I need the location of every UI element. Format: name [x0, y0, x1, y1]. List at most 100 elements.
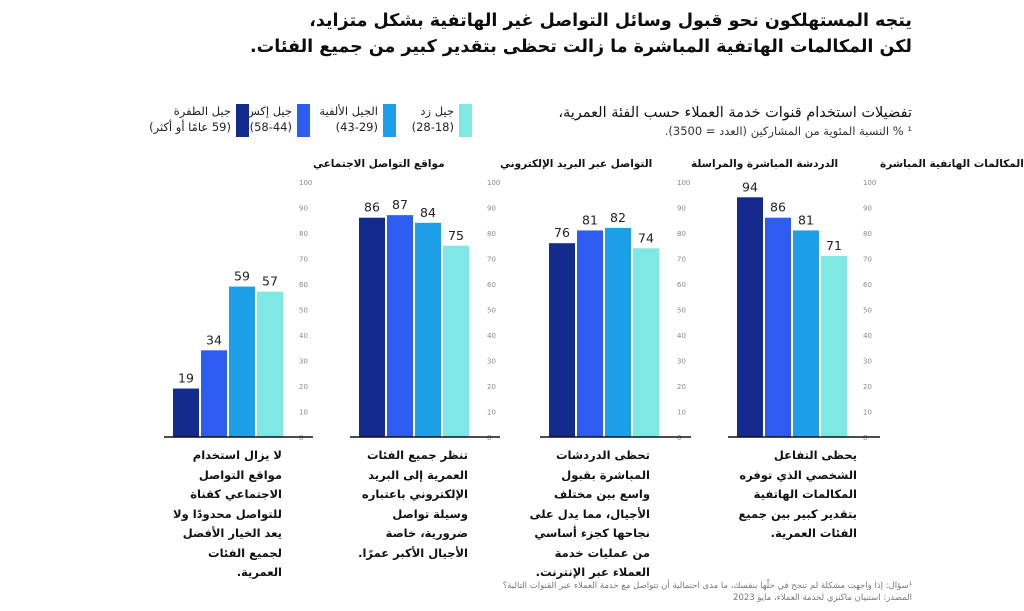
bar-value-label: 86: [364, 200, 380, 215]
bar: [257, 291, 283, 437]
y-tick-label: 60: [863, 281, 872, 289]
y-tick-label: 40: [299, 332, 308, 340]
y-tick-label: 30: [677, 358, 686, 366]
y-tick-label: 100: [299, 179, 312, 187]
y-tick-label: 10: [487, 409, 496, 417]
subtitle-title: تفضيلات استخدام قنوات خدمة العملاء حسب ا…: [558, 105, 912, 121]
bar-value-label: 71: [826, 238, 842, 253]
bar-value-label: 81: [798, 212, 814, 227]
y-tick-label: 70: [299, 256, 308, 264]
bar: [821, 255, 847, 437]
legend-label: جيل زد: [420, 104, 454, 118]
footnotes: ¹سؤال: إذا واجهت مشكلة لم تنجح في حلّها …: [312, 580, 912, 604]
legend-range: (43-29): [335, 120, 378, 134]
y-tick-label: 60: [299, 281, 308, 289]
bar: [387, 215, 413, 437]
bar-value-label: 81: [582, 212, 598, 227]
bar: [737, 197, 763, 437]
footnote-source: المصدر: استبيان ماكنزي لخدمة العملاء، ما…: [733, 593, 912, 603]
y-tick-label: 30: [863, 358, 872, 366]
y-tick-label: 30: [299, 358, 308, 366]
y-tick-label: 40: [487, 332, 496, 340]
y-tick-label: 20: [677, 383, 686, 391]
y-tick-label: 20: [299, 383, 308, 391]
footnote-question: ¹سؤال: إذا واجهت مشكلة لم تنجح في حلّها …: [502, 581, 912, 591]
bar: [359, 217, 385, 437]
y-tick-label: 80: [863, 230, 872, 238]
y-tick-label: 100: [487, 179, 500, 187]
y-tick-label: 100: [863, 179, 876, 187]
legend-label: جيل الطفرة: [173, 104, 231, 118]
bar: [633, 248, 659, 437]
legend-swatch: [236, 104, 249, 137]
bar-value-label: 74: [638, 230, 654, 245]
y-tick-label: 80: [677, 230, 686, 238]
y-tick-label: 0: [487, 434, 491, 442]
legend-label: جيل إكس: [245, 104, 292, 118]
y-tick-label: 10: [863, 409, 872, 417]
bar: [605, 227, 631, 437]
bar: [173, 388, 199, 437]
chart-panel: المكالمات الهاتفية المباشرة 0 10 20 30 40 50 60…: [728, 158, 1024, 442]
y-tick-label: 0: [677, 434, 681, 442]
bar: [201, 350, 227, 437]
y-tick-label: 0: [863, 434, 867, 442]
bar: [443, 245, 469, 437]
chart-panel: مواقع التواصل الاجتماعي 0 10 20 30 40 50 60 70 80…: [164, 158, 445, 442]
legend-swatch: [383, 104, 396, 137]
chart-panel: التواصل عبر البريد الإلكتروني 0 10 20 30 40 50…: [350, 158, 652, 442]
chart-subtitle: تفضيلات استخدام قنوات خدمة العملاء حسب ا…: [492, 103, 912, 140]
legend-range: (59 عامًا أو أكثر): [149, 120, 231, 134]
bar-value-label: 87: [392, 197, 408, 212]
y-tick-label: 70: [677, 256, 686, 264]
y-tick-label: 30: [487, 358, 496, 366]
y-tick-label: 50: [299, 307, 308, 315]
bar: [577, 230, 603, 437]
legend-swatch: [297, 104, 310, 137]
legend: جيل زد (28-18) الجيل الألفية (43-29) جيل…: [142, 104, 502, 144]
y-tick-label: 40: [677, 332, 686, 340]
legend-range: (28-18): [411, 120, 454, 134]
bar-value-label: 59: [234, 269, 250, 284]
panel-title: الدردشة المباشرة والمراسلة: [691, 158, 838, 170]
y-tick-label: 50: [863, 307, 872, 315]
y-tick-label: 90: [863, 205, 872, 213]
bar: [765, 217, 791, 437]
legend-range: (58-44): [249, 120, 292, 134]
y-tick-label: 0: [299, 434, 303, 442]
y-tick-label: 90: [299, 205, 308, 213]
y-tick-label: 60: [487, 281, 496, 289]
bar-value-label: 84: [420, 205, 436, 220]
headline: يتجه المستهلكون نحو قبول وسائل التواصل غ…: [92, 8, 912, 60]
bar: [229, 286, 255, 437]
y-tick-label: 90: [487, 205, 496, 213]
bar-value-label: 86: [770, 200, 786, 215]
panel-title: التواصل عبر البريد الإلكتروني: [500, 158, 652, 170]
bar-value-label: 82: [610, 210, 626, 225]
y-tick-label: 20: [487, 383, 496, 391]
description-chat: تحظى الدردشات المباشرة بقبول واسع بين مخ…: [529, 448, 650, 579]
y-tick-label: 80: [487, 230, 496, 238]
panel-title: المكالمات الهاتفية المباشرة: [880, 158, 1024, 170]
bar-value-label: 57: [262, 274, 278, 289]
description-social: لا يزال استخدام مواقع التواصل الاجتماعي …: [173, 448, 282, 579]
subtitle-note: ¹ % النسبة المئوية من المشاركين (العدد =…: [664, 124, 912, 138]
bar-value-label: 75: [448, 228, 464, 243]
y-tick-label: 60: [677, 281, 686, 289]
headline-line-2: لكن المكالمات الهاتفية المباشرة ما زالت …: [250, 37, 912, 57]
y-tick-label: 100: [677, 179, 690, 187]
bar-value-label: 34: [206, 332, 222, 347]
bar: [415, 222, 441, 437]
chart-panel: الدردشة المباشرة والمراسلة 0 10 20 30 40 50 60 7…: [540, 158, 838, 442]
y-tick-label: 50: [677, 307, 686, 315]
panel-title: مواقع التواصل الاجتماعي: [313, 158, 445, 170]
y-tick-label: 50: [487, 307, 496, 315]
y-tick-label: 70: [863, 256, 872, 264]
y-tick-label: 70: [487, 256, 496, 264]
bar-value-label: 19: [178, 371, 194, 386]
bar: [793, 230, 819, 437]
bar-value-label: 94: [742, 179, 758, 194]
description-email: تنظر جميع الفئات العمرية إلى البريد الإل…: [358, 448, 468, 560]
y-tick-label: 90: [677, 205, 686, 213]
legend-swatch: [459, 104, 472, 137]
